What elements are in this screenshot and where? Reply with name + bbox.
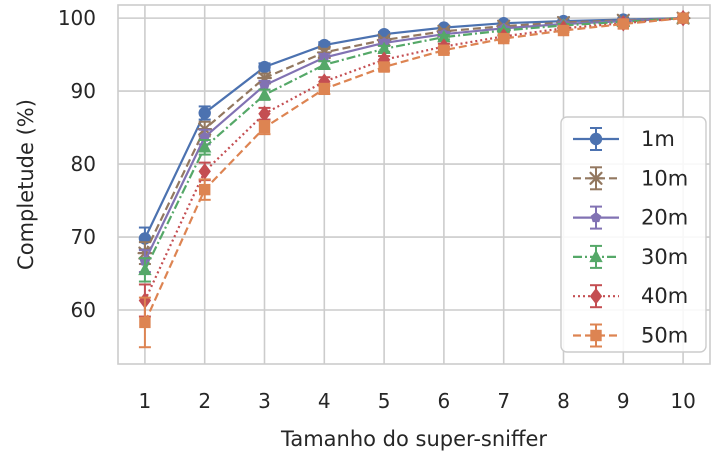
data-point: [139, 316, 151, 329]
data-point: [258, 105, 271, 122]
legend-label: 50m: [641, 324, 688, 348]
legend-label: 30m: [641, 245, 688, 269]
x-tick-label: 3: [258, 389, 271, 413]
series-line: [143, 17, 684, 254]
data-point: [198, 163, 211, 180]
legend: 1m 10m 20m 30m 40m 50m: [560, 116, 707, 353]
legend-item-20m: 20m: [573, 205, 688, 230]
legend-label: 10m: [641, 166, 688, 190]
series-50m: [138, 12, 689, 349]
x-tick-label: 2: [198, 389, 211, 413]
legend-item-10m: 10m: [573, 166, 688, 191]
x-tick-label: 6: [438, 389, 451, 413]
x-tick-label: 4: [318, 389, 331, 413]
x-tick-label: 8: [557, 389, 570, 413]
data-point: [259, 79, 270, 90]
data-point: [198, 106, 211, 120]
y-axis-label: Completude (%): [14, 99, 38, 270]
y-tick-label: 90: [71, 79, 96, 103]
legend-label: 20m: [641, 206, 688, 230]
data-point: [617, 18, 629, 30]
legend-marker: [590, 212, 602, 223]
data-point: [257, 87, 272, 100]
data-point: [378, 61, 390, 73]
data-point: [557, 24, 570, 37]
legend-item-1m: 1m: [573, 127, 675, 151]
y-tick-label: 80: [71, 152, 96, 176]
x-tick-label: 9: [617, 389, 630, 413]
data-point: [377, 41, 391, 54]
data-point: [258, 121, 271, 134]
legend-item-40m: 40m: [573, 284, 688, 309]
series-line: [143, 17, 684, 262]
y-tick-label: 100: [58, 6, 96, 30]
legend-marker: [590, 329, 602, 342]
x-tick-labels: 1 2 3 4 5 6 7 8 9 10: [139, 389, 696, 413]
data-point: [677, 12, 689, 24]
x-tick-label: 1: [139, 389, 152, 413]
legend-item-30m: 30m: [573, 244, 688, 269]
data-point: [318, 83, 331, 95]
data-point: [258, 60, 271, 74]
legend-box: [560, 116, 707, 353]
x-tick-label: 10: [670, 389, 695, 413]
data-point: [199, 183, 211, 196]
x-tick-label: 5: [378, 389, 391, 413]
series-30m: [138, 10, 690, 283]
data-point: [438, 44, 450, 56]
y-tick-label: 70: [71, 225, 96, 249]
legend-item-50m: 50m: [573, 323, 688, 348]
series-line: [143, 17, 684, 323]
x-tick-label: 7: [497, 389, 510, 413]
series-layer: [137, 9, 691, 349]
data-point: [319, 51, 330, 63]
data-point: [198, 140, 212, 153]
legend-marker: [589, 132, 603, 146]
legend-marker: [589, 249, 603, 263]
x-axis-label: Tamanho do super-sniffer: [280, 427, 547, 451]
y-tick-label: 60: [71, 298, 96, 322]
data-point: [317, 57, 332, 71]
legend-marker: [588, 171, 604, 185]
y-tick-labels: 60 70 80 90 100: [58, 6, 96, 322]
legend-marker: [589, 288, 603, 305]
legend-label: 40m: [641, 284, 688, 308]
data-point: [497, 32, 510, 45]
data-point: [437, 29, 451, 43]
legend-label: 1m: [641, 127, 675, 151]
data-point: [138, 262, 152, 276]
series-line: [143, 17, 684, 271]
